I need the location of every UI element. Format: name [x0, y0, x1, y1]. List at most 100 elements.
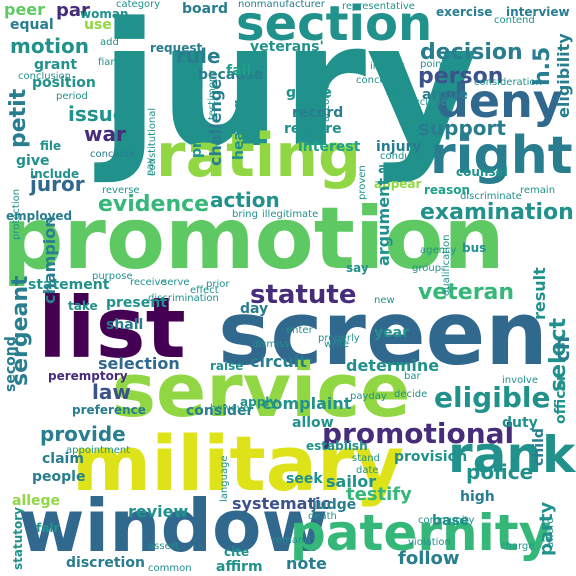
word-receive: receive	[130, 277, 167, 288]
word-peremptory: peremptory	[48, 369, 128, 383]
word-bus: bus	[462, 241, 487, 255]
word-point: point	[420, 59, 446, 70]
word-say: say	[346, 261, 369, 275]
word-remand: remand	[272, 535, 311, 546]
word-nonmanufacturer: nonmanufacturer	[238, 0, 325, 10]
word-give: give	[16, 153, 50, 169]
word-veterans: veterans'	[250, 39, 324, 55]
word-add: add	[100, 37, 119, 48]
word-duty: duty	[502, 415, 538, 431]
word-rank: rank	[448, 426, 576, 484]
word-note: note	[286, 554, 327, 573]
word-properly: properly	[318, 333, 360, 344]
word-common: common	[148, 563, 192, 574]
word-day: day	[240, 301, 269, 317]
word-appointment: appointment	[66, 445, 131, 456]
word-selection: selection	[98, 354, 180, 373]
word-exclude: exclude	[408, 97, 447, 108]
word-period: period	[56, 91, 88, 102]
word-injury: injury	[376, 139, 422, 155]
word-conclusion: conclusion	[18, 71, 72, 82]
word-apply: apply	[240, 395, 278, 409]
word-request: request	[150, 41, 203, 55]
word-petit: petit	[6, 88, 31, 148]
word-rule: rule	[176, 44, 221, 68]
word-h5: h.5	[530, 46, 555, 86]
word-proven: proven	[357, 165, 368, 200]
word-hearing: hearing	[231, 99, 247, 160]
word-second: second	[3, 336, 19, 392]
word-law: law	[92, 380, 131, 404]
word-examination: examination	[420, 200, 574, 225]
word-preference: preference	[72, 403, 146, 417]
word-award: award	[545, 517, 556, 548]
word-because: because	[198, 67, 264, 83]
word-appear: appear	[374, 177, 422, 191]
word-date: date	[356, 465, 379, 476]
word-board: board	[182, 1, 229, 17]
word-interest: interest	[298, 139, 361, 155]
word-serve: serve	[162, 277, 190, 288]
word-claim: claim	[42, 451, 84, 467]
word-testimony: testimony	[207, 69, 218, 120]
word-decision: decision	[420, 40, 523, 65]
word-par: par	[56, 0, 90, 21]
word-jury: jury	[100, 0, 479, 186]
word-dismiss: dismiss	[252, 339, 290, 350]
word-juror: juror	[30, 172, 85, 196]
word-review: review	[128, 502, 189, 521]
word-veteran: veteran	[418, 280, 515, 305]
word-prior: prior	[206, 279, 230, 290]
word-officer: officer	[553, 374, 569, 424]
word-accordingly: accordingly	[321, 64, 332, 122]
word-provide: provide	[40, 422, 126, 446]
word-stand: stand	[352, 453, 380, 464]
word-promotional: promotional	[322, 417, 515, 450]
word-conduct: conduct	[380, 151, 421, 162]
word-judge: judge	[312, 497, 357, 513]
word-process: process	[189, 96, 205, 158]
word-screen: screen	[218, 282, 548, 385]
word-require: require	[284, 121, 342, 137]
word-bar: bar	[404, 371, 421, 382]
word-community: community	[418, 515, 475, 526]
word-new: new	[374, 295, 395, 306]
word-establish: establish	[306, 439, 368, 453]
word-record: record	[292, 105, 344, 121]
word-enter: enter	[286, 325, 313, 336]
word-involve: involve	[502, 375, 539, 386]
word-people: people	[32, 469, 86, 485]
word-representative: representative	[342, 1, 415, 12]
word-reverse: reverse	[102, 185, 140, 196]
word-exercise: exercise	[436, 5, 493, 19]
word-take: take	[68, 299, 98, 313]
word-cite: cite	[224, 545, 250, 559]
word-support: support	[418, 116, 506, 140]
word-eligible: eligible	[434, 381, 551, 414]
word-statutory: statutory	[11, 507, 25, 570]
word-woman: woman	[80, 7, 129, 21]
word-fiance: fiance	[98, 57, 129, 68]
word-include: include	[30, 167, 80, 181]
word-eligibility: eligibility	[554, 33, 573, 118]
word-window: window	[18, 484, 328, 568]
word-concern: concern	[356, 75, 396, 86]
word-complaint: complaint	[262, 394, 352, 413]
word-discretion: discretion	[66, 555, 145, 571]
word-assert: assert	[148, 541, 179, 552]
word-charge: charge	[500, 541, 535, 552]
word-purpose: purpose	[92, 271, 133, 282]
word-motion: motion	[10, 34, 89, 58]
word-act: act	[378, 161, 403, 177]
word-death: death	[308, 511, 337, 522]
word-follow: follow	[398, 548, 460, 569]
word-employed: employed	[6, 209, 73, 223]
word-military: military	[72, 419, 404, 508]
word-illegitimate: illegitimate	[262, 209, 319, 220]
word-effect: effect	[190, 285, 219, 296]
word-violation: violation	[408, 537, 451, 548]
word-rating: rating	[156, 121, 361, 191]
word-language: language	[219, 455, 230, 502]
word-issue: issue	[68, 102, 127, 126]
word-category: category	[116, 0, 161, 10]
